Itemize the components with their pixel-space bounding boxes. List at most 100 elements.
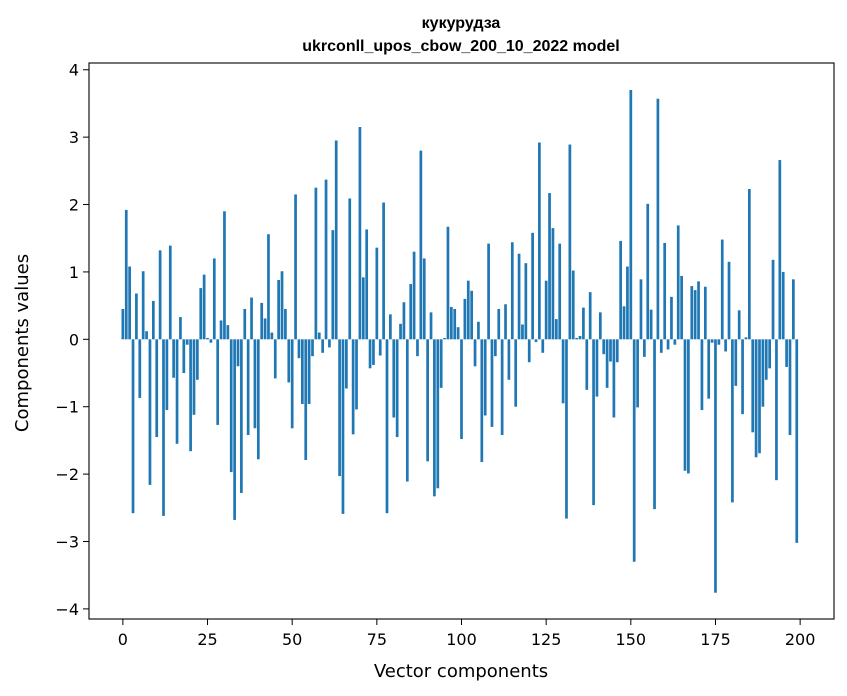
bar bbox=[212, 258, 216, 340]
bar bbox=[670, 296, 673, 340]
chart-title: кукурудза bbox=[422, 15, 501, 32]
bar bbox=[233, 339, 236, 520]
bar bbox=[785, 339, 788, 367]
bar bbox=[256, 339, 260, 460]
bar bbox=[443, 337, 446, 340]
bar bbox=[544, 280, 548, 340]
bar bbox=[575, 337, 578, 340]
bar bbox=[687, 339, 690, 474]
bar bbox=[673, 339, 677, 345]
bar bbox=[324, 179, 328, 340]
bar bbox=[676, 225, 680, 340]
bar bbox=[490, 339, 494, 427]
bar bbox=[196, 339, 199, 380]
bar bbox=[202, 274, 206, 340]
bar bbox=[609, 339, 612, 362]
bar bbox=[646, 203, 650, 340]
bar bbox=[361, 277, 365, 340]
bar bbox=[131, 339, 135, 514]
bar bbox=[405, 339, 409, 482]
bar bbox=[710, 339, 714, 343]
bar bbox=[419, 150, 423, 340]
bar bbox=[741, 339, 744, 415]
bar bbox=[534, 339, 538, 343]
bar bbox=[707, 339, 711, 399]
y-tick-label: −1 bbox=[55, 398, 79, 417]
bar bbox=[250, 297, 253, 340]
bar bbox=[653, 339, 656, 510]
bar bbox=[568, 144, 572, 340]
bar bbox=[714, 339, 717, 593]
bar bbox=[659, 339, 663, 353]
bar bbox=[778, 160, 782, 340]
bar bbox=[382, 202, 385, 340]
bar bbox=[416, 339, 419, 357]
bar bbox=[565, 339, 568, 519]
bar bbox=[128, 266, 131, 340]
bar bbox=[629, 89, 633, 340]
y-tick-label: 1 bbox=[69, 263, 79, 282]
bar bbox=[626, 266, 629, 340]
bar bbox=[263, 318, 267, 340]
bar bbox=[724, 339, 727, 352]
chart-title-group: кукурудза ukrconll_upos_cbow_200_10_2022… bbox=[302, 15, 619, 55]
bar bbox=[582, 307, 585, 340]
bar bbox=[595, 339, 599, 397]
bar bbox=[168, 245, 172, 340]
bar bbox=[483, 339, 487, 416]
bar bbox=[592, 339, 595, 506]
bar bbox=[226, 325, 230, 340]
bar bbox=[456, 327, 460, 340]
bar bbox=[348, 198, 352, 340]
x-tick-label: 0 bbox=[118, 630, 128, 649]
bar bbox=[158, 250, 162, 340]
bar bbox=[531, 232, 534, 340]
bar bbox=[294, 194, 297, 340]
bar bbox=[179, 317, 182, 340]
bar bbox=[504, 304, 507, 340]
bar bbox=[615, 339, 619, 363]
bar bbox=[717, 339, 721, 345]
bar bbox=[199, 288, 203, 340]
bar bbox=[541, 339, 545, 353]
bar bbox=[328, 339, 331, 348]
bar bbox=[768, 339, 772, 369]
bar bbox=[561, 339, 565, 404]
bar bbox=[734, 339, 738, 386]
bar bbox=[439, 339, 443, 388]
bar bbox=[731, 339, 734, 503]
bar bbox=[720, 239, 724, 340]
bar bbox=[500, 339, 504, 436]
bar bbox=[683, 339, 687, 471]
bar bbox=[558, 243, 562, 340]
bar bbox=[754, 339, 758, 458]
y-tick-label: 2 bbox=[69, 196, 79, 215]
bar bbox=[480, 339, 484, 462]
y-tick-label: 4 bbox=[69, 61, 79, 80]
chart-subtitle: ukrconll_upos_cbow_200_10_2022 model bbox=[302, 38, 619, 55]
bar bbox=[697, 281, 700, 340]
bar bbox=[189, 339, 192, 452]
bar bbox=[307, 339, 311, 405]
bar bbox=[280, 271, 284, 340]
bar bbox=[358, 127, 362, 340]
bar bbox=[487, 243, 490, 340]
bar bbox=[162, 339, 165, 516]
bar bbox=[436, 339, 440, 489]
bar bbox=[389, 314, 392, 340]
bar bbox=[135, 293, 138, 340]
bar bbox=[527, 339, 531, 363]
bar bbox=[578, 335, 582, 340]
bar bbox=[788, 339, 792, 436]
x-tick-label: 25 bbox=[197, 630, 217, 649]
bar bbox=[185, 339, 189, 345]
bar bbox=[680, 275, 683, 340]
bar bbox=[260, 302, 264, 340]
bar bbox=[331, 230, 335, 340]
bar bbox=[737, 310, 741, 340]
bar bbox=[466, 280, 470, 340]
bars-group bbox=[121, 89, 799, 593]
bar bbox=[792, 279, 795, 340]
bar bbox=[703, 286, 707, 340]
